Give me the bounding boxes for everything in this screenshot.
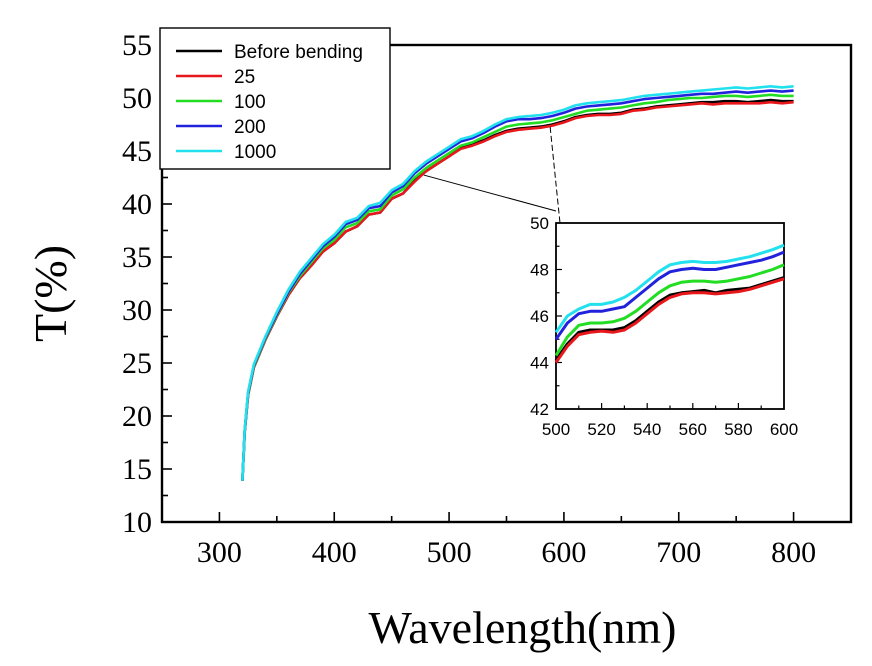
y-tick-label: 20 <box>122 400 152 433</box>
legend-label: 1000 <box>234 142 276 163</box>
inset-x-tick-label: 520 <box>587 420 615 439</box>
legend-label: Before bending <box>234 42 363 63</box>
series-line-4 <box>241 85 794 481</box>
inset-x-tick-label: 560 <box>679 420 707 439</box>
inset-series-line-3 <box>554 250 785 341</box>
legend: Before bending 25 100 200 1000 <box>159 27 391 170</box>
inset-x-tick-label: 580 <box>724 420 752 439</box>
y-tick-label: 45 <box>122 135 152 168</box>
series-line-2 <box>241 93 794 481</box>
inset-series-line-2 <box>554 263 785 357</box>
inset-series-line-4 <box>554 243 785 334</box>
y-tick-label: 10 <box>122 506 152 539</box>
inset-y-tick-label: 46 <box>530 307 549 326</box>
x-tick-label: 300 <box>197 536 242 569</box>
inset-series-lines <box>554 243 785 364</box>
inset-y-tick-label: 44 <box>530 354 549 373</box>
legend-label: 100 <box>234 92 266 113</box>
legend-label: 25 <box>234 67 255 88</box>
y-tick-label: 15 <box>122 453 152 486</box>
x-tick-label: 700 <box>656 536 701 569</box>
y-tick-label: 35 <box>122 241 152 274</box>
inset-series-line-1 <box>554 277 785 364</box>
x-tick-label: 500 <box>427 536 472 569</box>
y-tick-label: 50 <box>122 82 152 115</box>
main-y-axis: 10 15 20 25 30 35 40 45 50 55 <box>122 29 172 539</box>
inset-series-line-0 <box>554 276 785 362</box>
inset-y-tick-label: 50 <box>530 214 549 233</box>
legend-label: 200 <box>234 117 266 138</box>
series-line-1 <box>241 100 794 481</box>
x-tick-label: 400 <box>312 536 357 569</box>
main-plot: 300 400 500 600 700 800 10 15 20 25 30 35 40 45 50 55 Wa… <box>25 29 853 653</box>
inset-x-tick-label: 500 <box>542 420 570 439</box>
x-tick-label: 800 <box>771 536 816 569</box>
y-tick-label: 25 <box>122 347 152 380</box>
y-tick-label: 40 <box>122 188 152 221</box>
main-series-lines <box>241 85 794 481</box>
x-tick-label: 600 <box>541 536 586 569</box>
series-line-3 <box>241 89 794 481</box>
y-tick-label: 55 <box>122 29 152 62</box>
y-axis-title: T(%) <box>25 245 76 342</box>
y-tick-label: 30 <box>122 294 152 327</box>
inset-x-tick-label: 600 <box>770 420 798 439</box>
inset-x-tick-label: 540 <box>633 420 661 439</box>
zoom-connector-right <box>549 126 561 224</box>
inset-plot: 500 520 540 560 580 600 42 44 46 48 50 <box>530 214 798 439</box>
x-axis-title: Wavelength(nm) <box>369 602 677 653</box>
inset-y-tick-label: 48 <box>530 261 549 280</box>
zoom-connector-left <box>423 174 557 212</box>
inset-plot-frame <box>555 222 785 410</box>
inset-y-tick-label: 42 <box>530 400 549 419</box>
main-x-axis: 300 400 500 600 700 800 <box>197 512 816 569</box>
